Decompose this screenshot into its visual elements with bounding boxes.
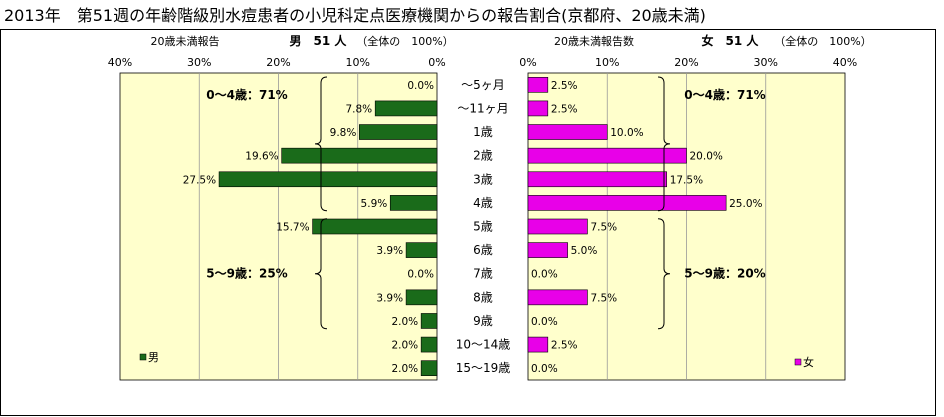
category-label: 9歳 [473,314,493,328]
female-group-label: 0～4歳：71% [684,87,765,102]
category-label: 3歳 [473,172,493,186]
female-bar [527,289,588,306]
female-legend-label: 女 [803,355,814,369]
male-header-label: 20歳未満報告 [151,35,220,48]
female-bar [527,77,549,93]
category-label: ～11ヶ月 [457,101,508,115]
male-value-label: 2.0% [391,340,418,352]
female-header-total: （全体の 100%） [774,34,871,48]
male-bar [420,336,438,353]
male-group-label: 5～9歳：25% [206,266,287,281]
male-value-label: 7.8% [345,103,372,115]
tick-label-female: 20% [674,56,698,69]
male-value-label: 3.9% [376,245,403,257]
category-label: ～5ヶ月 [461,78,505,92]
female-value-label: 25.0% [729,198,762,210]
female-bar [527,195,727,211]
male-header-total: （全体の 100%） [356,34,453,48]
female-value-label: 7.5% [590,222,617,234]
female-bar [527,100,549,117]
male-bar [389,195,438,211]
female-bar [527,242,568,258]
male-bar [312,218,438,235]
male-legend-label: 男 [148,351,159,364]
male-bar [420,313,438,329]
category-label: 6歳 [473,243,493,257]
male-header-count: 男 51 人 [290,33,348,48]
female-value-label: 20.0% [690,151,723,163]
male-bar [405,289,438,306]
category-label: 15～19歳 [456,361,511,375]
tick-label-male: 40% [108,56,132,69]
male-legend-swatch [139,353,147,361]
chart-area-border [0,29,936,416]
tick-label-female: 30% [754,56,778,69]
male-value-label: 0.0% [407,80,434,92]
female-bar [527,336,549,353]
male-value-label: 2.0% [391,316,418,328]
female-header-label: 20歳未満報告数 [554,35,634,48]
female-bar [527,218,588,235]
female-value-label: 0.0% [531,269,558,281]
male-value-label: 27.5% [183,174,216,186]
category-label: 8歳 [473,290,493,304]
male-value-label: 15.7% [276,222,309,234]
female-group-label: 5～9歳：20% [684,266,765,281]
category-label: 10～14歳 [456,338,511,352]
female-value-label: 7.5% [590,292,617,304]
female-header-count: 女 51 人 [702,33,760,48]
female-value-label: 5.0% [571,245,598,257]
female-value-label: 2.5% [551,340,578,352]
male-group-brace [314,218,328,330]
female-bar [527,147,687,164]
male-value-label: 2.0% [391,363,418,375]
male-bar [359,124,438,140]
female-value-label: 2.5% [551,103,578,115]
male-bar [374,100,438,117]
tick-label-male: 30% [187,56,211,69]
male-bar [218,171,438,188]
tick-label-male: 20% [266,56,290,69]
male-value-label: 0.0% [407,269,434,281]
category-label: 5歳 [473,220,493,234]
female-legend-swatch [794,358,802,366]
male-bar [420,360,438,376]
male-value-label: 3.9% [376,292,403,304]
tick-label-male: 0% [428,56,445,69]
male-bar [405,242,438,258]
category-label: 4歳 [473,196,493,210]
category-label: 2歳 [473,149,493,163]
female-value-label: 0.0% [531,316,558,328]
category-label: 1歳 [473,125,493,139]
female-bar [527,124,608,140]
female-group-brace [657,76,671,212]
female-value-label: 10.0% [610,127,643,139]
chart-title: 2013年 第51週の年齢階級別水痘患者の小児科定点医療機関からの報告割合(京都… [4,6,706,25]
male-group-label: 0～4歳：71% [206,87,287,102]
male-group-brace [314,76,328,212]
tick-label-female: 40% [833,56,857,69]
tick-label-female: 10% [595,56,619,69]
male-value-label: 5.9% [361,198,388,210]
male-bar [281,147,438,164]
female-value-label: 2.5% [551,80,578,92]
male-value-label: 19.6% [245,151,278,163]
female-group-brace [657,218,671,330]
male-value-label: 9.8% [330,127,357,139]
female-bar [527,171,667,188]
female-value-label: 17.5% [670,174,703,186]
tick-label-female: 0% [519,56,536,69]
female-value-label: 0.0% [531,363,558,375]
category-label: 7歳 [473,267,493,281]
tick-label-male: 10% [346,56,370,69]
